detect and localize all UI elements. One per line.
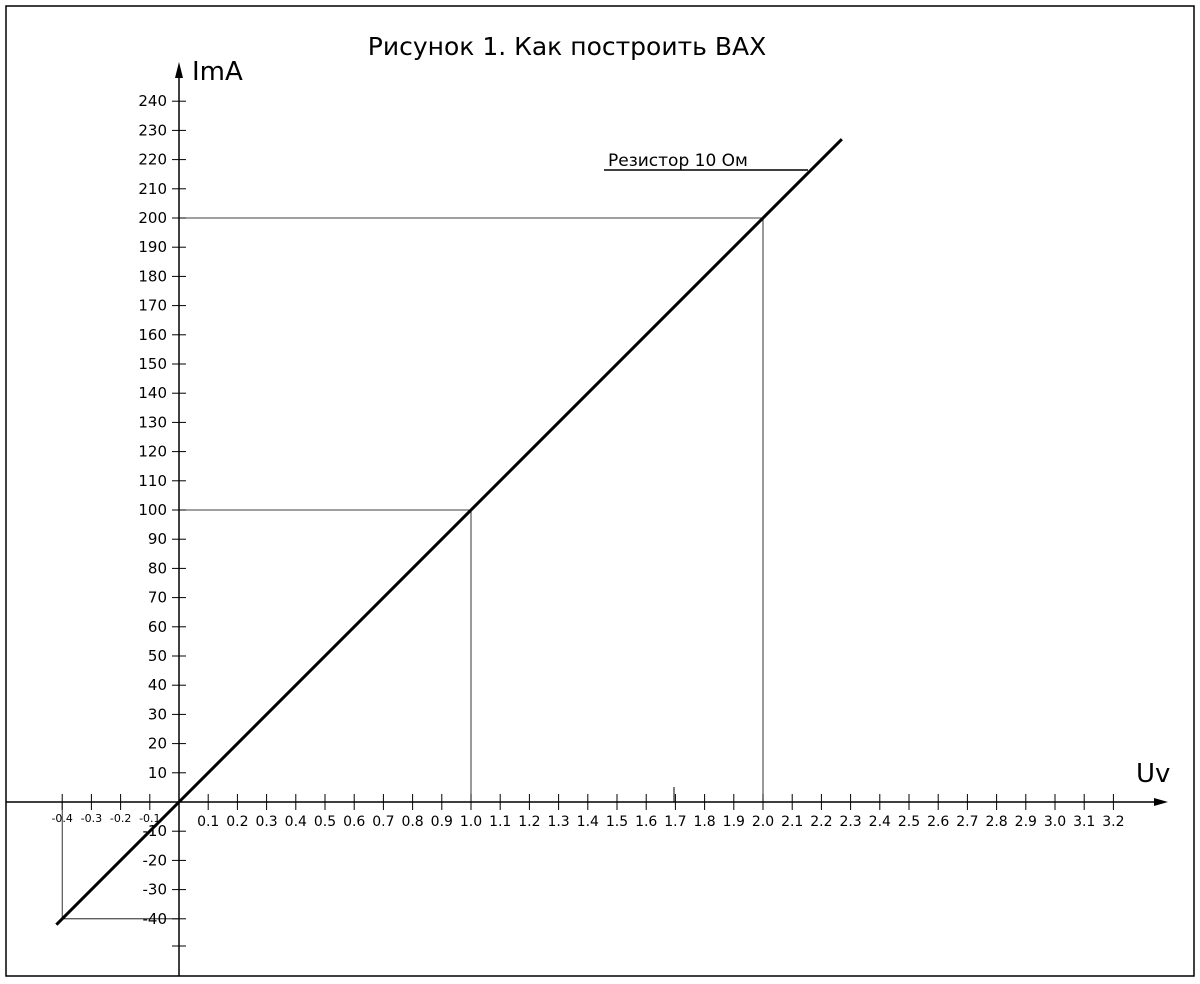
y-tick-label: 240	[138, 92, 167, 110]
x-tick-label: 2.6	[927, 814, 949, 830]
x-tick-label: 1.5	[606, 814, 628, 830]
y-tick-label: 100	[138, 501, 167, 519]
x-tick-label: 1.0	[460, 814, 482, 830]
x-tick-label: 2.7	[956, 814, 978, 830]
y-tick-label: 190	[138, 238, 167, 256]
y-tick-label: 210	[138, 180, 167, 198]
y-tick-label: -40	[143, 910, 168, 928]
x-tick-label: 2.3	[839, 814, 861, 830]
y-tick-label: 20	[148, 735, 167, 753]
y-tick-label: 40	[148, 676, 167, 694]
y-tick-label: 110	[138, 472, 167, 490]
x-tick-label: -0.4	[51, 812, 72, 825]
x-tick-label: 2.0	[752, 814, 774, 830]
x-tick-label: 2.5	[898, 814, 920, 830]
guide-lines	[61, 217, 764, 920]
series-annotation: Резистор 10 Ом	[608, 151, 748, 171]
y-axis-arrow	[175, 62, 183, 78]
x-tick-label: 0.8	[401, 814, 423, 830]
y-tick-label: 90	[148, 530, 167, 548]
y-axis-label: ImA	[192, 57, 243, 87]
y-tick-label: 70	[148, 589, 167, 607]
x-tick-label: 2.2	[810, 814, 832, 830]
x-tick-label: 0.3	[255, 814, 277, 830]
x-tick-label: 0.6	[343, 814, 365, 830]
x-tick-label: 2.9	[1015, 814, 1037, 830]
x-tick-label: 1.6	[635, 814, 657, 830]
y-tick-label: 130	[138, 413, 167, 431]
y-tick-label: 80	[148, 559, 167, 577]
y-tick-label: 10	[148, 764, 167, 782]
y-tick-label: 150	[138, 355, 167, 373]
series-line	[55, 138, 843, 926]
x-tick-label: 1.2	[518, 814, 540, 830]
y-tick-label: 120	[138, 443, 167, 461]
y-tick-label: 180	[138, 267, 167, 285]
x-tick-label: 3.1	[1073, 814, 1095, 830]
x-tick-label: 0.1	[197, 814, 219, 830]
y-tick-label: 160	[138, 326, 167, 344]
x-tick-label: 2.8	[985, 814, 1007, 830]
y-tick-label: 30	[148, 705, 167, 723]
chart-title: Рисунок 1. Как построить ВАХ	[368, 32, 766, 61]
x-tick-label: 2.4	[869, 814, 891, 830]
x-tick-label: -0.2	[110, 812, 131, 825]
x-tick-label: 0.4	[285, 814, 307, 830]
x-tick-label: -0.1	[139, 812, 160, 825]
x-tick-label: 1.9	[723, 814, 745, 830]
x-tick-label: 3.2	[1102, 814, 1124, 830]
y-tick-label: 140	[138, 384, 167, 402]
x-tick-label: 1.4	[577, 814, 599, 830]
y-tick-label: 170	[138, 297, 167, 315]
y-tick-label: -10	[143, 822, 168, 840]
x-tick-label: 1.1	[489, 814, 511, 830]
x-tick-label: 0.7	[372, 814, 394, 830]
x-tick-label: 0.9	[431, 814, 453, 830]
x-tick-label: 2.1	[781, 814, 803, 830]
x-tick-label: -0.3	[81, 812, 102, 825]
x-tick-label: 0.2	[226, 814, 248, 830]
x-tick-label: 1.7	[664, 814, 686, 830]
y-tick-label: 220	[138, 151, 167, 169]
x-tick-label: 1.8	[693, 814, 715, 830]
x-axis-ticks: -0.4 -0.3 -0.2 -0.1 0.1 0.2 0.3 0.4 0.5 0.6 0.7 0.8…	[51, 794, 1125, 830]
x-tick-label: 3.0	[1044, 814, 1066, 830]
y-axis-ticks: 240 230 220 210 200 190 180 170 160 150 140 130 120 1…	[138, 92, 186, 928]
y-tick-label: -20	[143, 851, 168, 869]
y-tick-label: -30	[143, 881, 168, 899]
y-tick-label: 200	[138, 209, 167, 227]
x-axis-label: Uv	[1136, 759, 1170, 789]
x-tick-label: 1.3	[547, 814, 569, 830]
x-axis-arrow	[1154, 798, 1168, 806]
x-tick-label: 0.5	[314, 814, 336, 830]
chart-border	[5, 5, 1195, 977]
y-tick-label: 60	[148, 618, 167, 636]
y-tick-label: 50	[148, 647, 167, 665]
y-tick-label: 230	[138, 121, 167, 139]
series-layer	[55, 138, 843, 926]
